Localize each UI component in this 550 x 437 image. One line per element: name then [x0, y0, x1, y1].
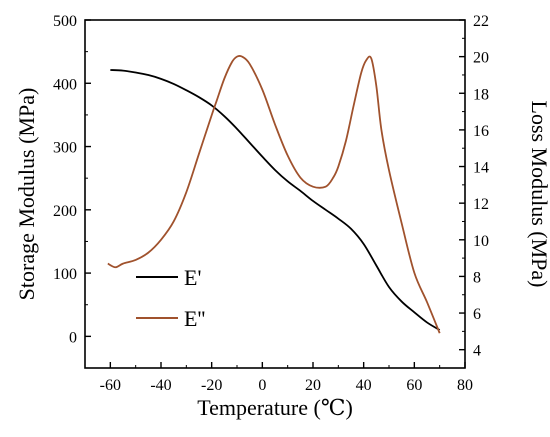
legend-label-e-prime: E'	[184, 265, 201, 290]
x-tick-label: 40	[356, 377, 372, 394]
x-axis-label: Temperature (℃)	[197, 395, 353, 420]
y2-tick-label: 22	[473, 13, 489, 30]
y2-tick-label: 14	[473, 160, 489, 177]
series-line-e-prime	[110, 69, 441, 331]
x-tick-label: -20	[201, 377, 222, 394]
series-line-e-double-prime	[107, 54, 441, 334]
y2-axis-ticks: 4 6 8 10 12 14 16 18 20 22	[459, 13, 489, 360]
x-tick-label: -60	[100, 377, 121, 394]
y2-tick-label: 16	[473, 123, 489, 140]
x-tick-label: 60	[406, 377, 422, 394]
x-tick-label: 80	[457, 377, 473, 394]
y-tick-label: 500	[53, 13, 77, 30]
x-tick-label: -40	[150, 377, 171, 394]
y2-tick-label: 10	[473, 233, 489, 250]
y2-tick-label: 18	[473, 86, 489, 103]
y-tick-label: 100	[53, 266, 77, 283]
y-tick-label: 400	[53, 76, 77, 93]
y-tick-label: 0	[69, 329, 77, 346]
x-axis-ticks: -60 -40 -20 0 20 40 60 80	[100, 362, 473, 394]
legend-label-e-double-prime: E''	[184, 306, 205, 331]
plot-frame	[84, 19, 466, 369]
y2-tick-label: 8	[473, 269, 481, 286]
y-tick-label: 200	[53, 203, 77, 220]
series-lines	[107, 54, 441, 334]
y2-tick-label: 12	[473, 196, 489, 213]
y2-tick-label: 20	[473, 50, 489, 67]
y-axis-ticks: 0 100 200 300 400 500	[53, 13, 91, 346]
x-tick-label: 0	[258, 377, 266, 394]
y-tick-label: 300	[53, 140, 77, 157]
x-tick-label: 20	[305, 377, 321, 394]
y-axis-label: Storage Modulus (MPa)	[14, 88, 39, 301]
legend: E' E''	[136, 265, 205, 331]
y2-tick-label: 6	[473, 306, 481, 323]
y2-axis-label: Loss Modulus (MPa)	[527, 100, 550, 287]
y2-tick-label: 4	[473, 343, 481, 360]
